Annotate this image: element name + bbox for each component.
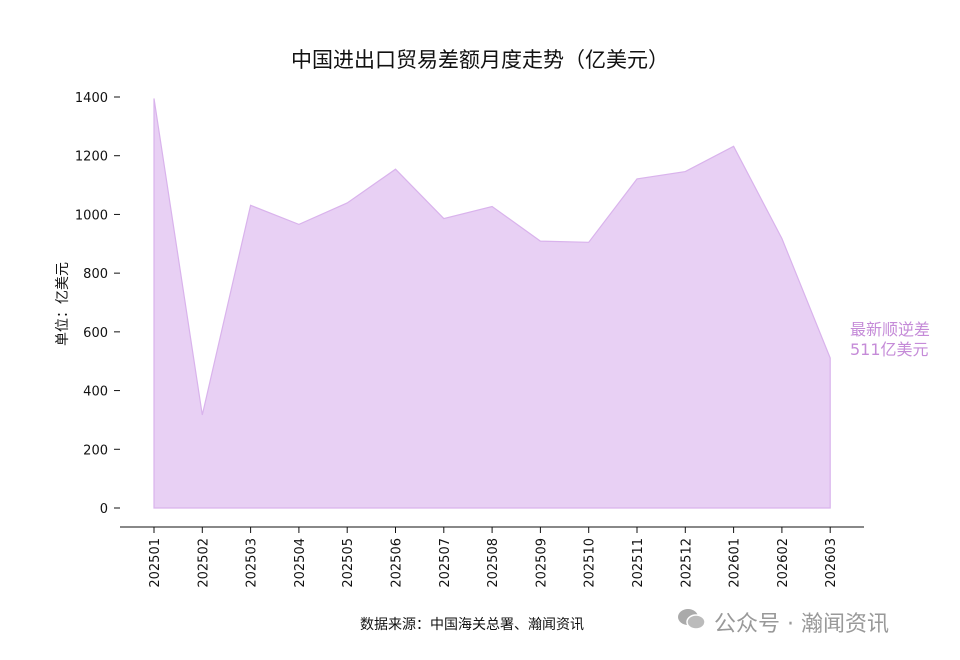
annotation-line1: 最新顺逆差 [850, 320, 931, 339]
x-tick-label: 202506 [390, 538, 405, 588]
watermark-text: 公众号 · 瀚闻资讯 [714, 612, 889, 637]
y-tick-label: 0 [100, 502, 108, 517]
x-tick-label: 202507 [438, 538, 453, 588]
y-tick-label: 1200 [75, 150, 108, 165]
x-tick-label: 202511 [631, 538, 646, 588]
x-tick-label: 202510 [583, 538, 598, 588]
y-tick-label: 1000 [75, 208, 108, 223]
x-tick-label: 202601 [728, 538, 743, 588]
area-series [153, 98, 831, 509]
watermark: 公众号 · 瀚闻资讯 [676, 606, 889, 638]
x-tick-label: 202602 [776, 538, 791, 588]
annotation-line2: 511亿美元 [850, 340, 929, 359]
y-tick-label: 400 [83, 385, 108, 400]
x-tick-label: 202508 [486, 538, 501, 588]
x-tick-label: 202501 [148, 538, 163, 588]
source-note: 数据来源：中国海关总署、瀚闻资讯 [360, 617, 584, 633]
x-tick-label: 202502 [196, 538, 211, 588]
latest-annotation: 最新顺逆差 511亿美元 [850, 320, 930, 360]
x-tick-label: 202512 [679, 538, 694, 588]
y-tick-label: 600 [83, 326, 108, 341]
x-tick-label: 202509 [534, 538, 549, 588]
x-tick-label: 202603 [824, 538, 839, 588]
y-tick-label: 200 [83, 443, 108, 458]
y-tick-label: 800 [83, 267, 108, 282]
y-tick-label: 1400 [75, 91, 108, 106]
chart-title: 中国进出口贸易差额月度走势（亿美元） [291, 48, 669, 72]
x-tick-label: 202503 [245, 538, 260, 588]
x-tick-label: 202505 [341, 538, 356, 588]
wechat-icon [676, 606, 706, 638]
x-tick-label: 202504 [293, 538, 308, 588]
